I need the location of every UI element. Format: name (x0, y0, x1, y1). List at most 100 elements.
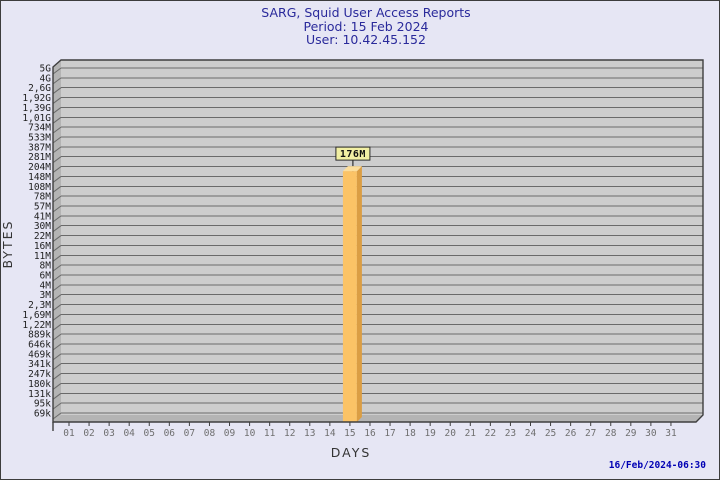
x-tick-label: 27 (585, 428, 596, 439)
x-tick-label: 17 (384, 428, 395, 439)
y-axis-wall-tick (52, 343, 62, 351)
x-axis-title: DAYS (331, 445, 372, 460)
y-tick-label: 387M (28, 142, 51, 153)
day-bar (342, 171, 357, 422)
y-tick-label: 204M (28, 162, 51, 173)
day-bar-side (356, 166, 362, 422)
y-tick-label: 1,92G (22, 93, 51, 104)
plot-floor (53, 415, 703, 422)
y-tick-label: 889k (28, 330, 51, 341)
y-tick-label: 69k (34, 409, 51, 420)
x-tick-label: 22 (485, 428, 496, 439)
x-tick-label: 28 (605, 428, 617, 439)
y-axis-wall-tick (52, 235, 62, 242)
report-period: Period: 15 Feb 2024 (303, 18, 429, 34)
y-axis-wall-tick (52, 284, 62, 292)
plot-left-wall (53, 60, 61, 422)
x-tick-label: 07 (184, 428, 195, 439)
y-axis-wall-tick (52, 156, 62, 164)
y-axis-wall-tick (52, 294, 62, 302)
y-axis-wall-tick (52, 87, 62, 95)
y-tick-label: 8M (40, 261, 52, 272)
x-tick-label: 31 (665, 428, 677, 439)
y-axis-wall-tick (52, 146, 62, 154)
x-tick-label: 18 (404, 428, 416, 439)
y-tick-label: 469k (28, 349, 51, 360)
x-tick-label: 01 (63, 428, 75, 439)
y-axis-wall-tick (52, 274, 62, 282)
x-tick-label: 16 (364, 428, 376, 439)
x-tick-label: 12 (284, 428, 295, 439)
y-tick-label: 4M (40, 280, 52, 291)
x-tick-label: 03 (103, 428, 114, 439)
y-axis-wall-tick (52, 215, 62, 223)
day-bar-top (342, 166, 362, 172)
y-axis-wall-tick (52, 333, 62, 341)
y-tick-label: 1,39G (22, 103, 51, 114)
y-tick-label: 281M (28, 152, 51, 163)
y-axis-wall-tick (52, 412, 62, 420)
y-tick-label: 95k (34, 399, 51, 410)
x-tick-label: 24 (525, 428, 537, 439)
y-tick-label: 16M (34, 241, 51, 252)
y-axis-wall-tick (52, 185, 62, 193)
y-tick-label: 1,69M (22, 310, 51, 321)
y-axis-wall-tick (52, 126, 62, 134)
y-tick-label: 22M (34, 231, 51, 242)
y-axis-wall-tick (52, 166, 62, 173)
x-tick-label: 10 (244, 428, 256, 439)
y-axis-wall-tick (52, 195, 62, 203)
x-tick-label: 20 (445, 428, 457, 439)
y-tick-label: 533M (28, 133, 51, 144)
y-axis-wall-tick (52, 323, 62, 331)
x-tick-label: 13 (304, 428, 315, 439)
y-tick-label: 1,22M (22, 320, 51, 331)
plot-back-wall (61, 60, 703, 415)
y-tick-label: 11M (34, 251, 51, 262)
x-tick-label: 06 (164, 428, 176, 439)
x-tick-label: 14 (324, 428, 336, 439)
y-axis-wall-tick (52, 116, 62, 124)
y-axis-wall-tick (52, 383, 62, 390)
y-tick-label: 2,6G (28, 83, 51, 94)
y-tick-label: 2,3M (28, 300, 51, 311)
x-tick-label: 05 (144, 428, 155, 439)
y-tick-label: 646k (28, 340, 51, 351)
y-tick-label: 4G (40, 73, 52, 84)
report-header: SARG, Squid User Access Reports Period: … (11, 5, 719, 47)
y-tick-label: 341k (28, 359, 51, 370)
y-tick-label: 148M (28, 172, 51, 183)
x-tick-label: 30 (645, 428, 657, 439)
bar-value-box (335, 146, 371, 161)
y-axis-wall-tick (52, 97, 62, 104)
y-axis-wall-tick (52, 314, 62, 321)
x-tick-label: 19 (424, 428, 436, 439)
y-axis-title: BYTES (1, 220, 15, 269)
y-tick-label: 78M (34, 192, 51, 203)
y-axis-wall-tick (52, 225, 62, 233)
y-axis-wall-tick (52, 392, 62, 400)
x-tick-label: 08 (204, 428, 216, 439)
y-tick-label: 247k (28, 369, 51, 380)
x-tick-label: 25 (545, 428, 556, 439)
x-tick-label: 04 (123, 428, 135, 439)
x-tick-label: 02 (83, 428, 94, 439)
y-tick-label: 131k (28, 389, 51, 400)
y-axis-wall-tick (52, 107, 62, 114)
y-axis-wall-tick (52, 304, 62, 311)
x-tick-label: 29 (625, 428, 637, 439)
y-tick-label: 5G (40, 64, 52, 75)
y-axis-wall-tick (52, 205, 62, 213)
report-title: SARG, Squid User Access Reports (261, 5, 471, 20)
y-axis-wall-tick (52, 373, 62, 380)
y-axis-wall-tick (52, 176, 62, 183)
x-tick-label: 11 (264, 428, 276, 439)
y-tick-label: 3M (40, 290, 52, 301)
y-tick-label: 57M (34, 202, 51, 213)
y-axis-wall-tick (52, 245, 62, 252)
x-tick-label: 09 (224, 428, 236, 439)
y-tick-label: 734M (28, 123, 51, 134)
x-tick-label: 15 (344, 428, 355, 439)
